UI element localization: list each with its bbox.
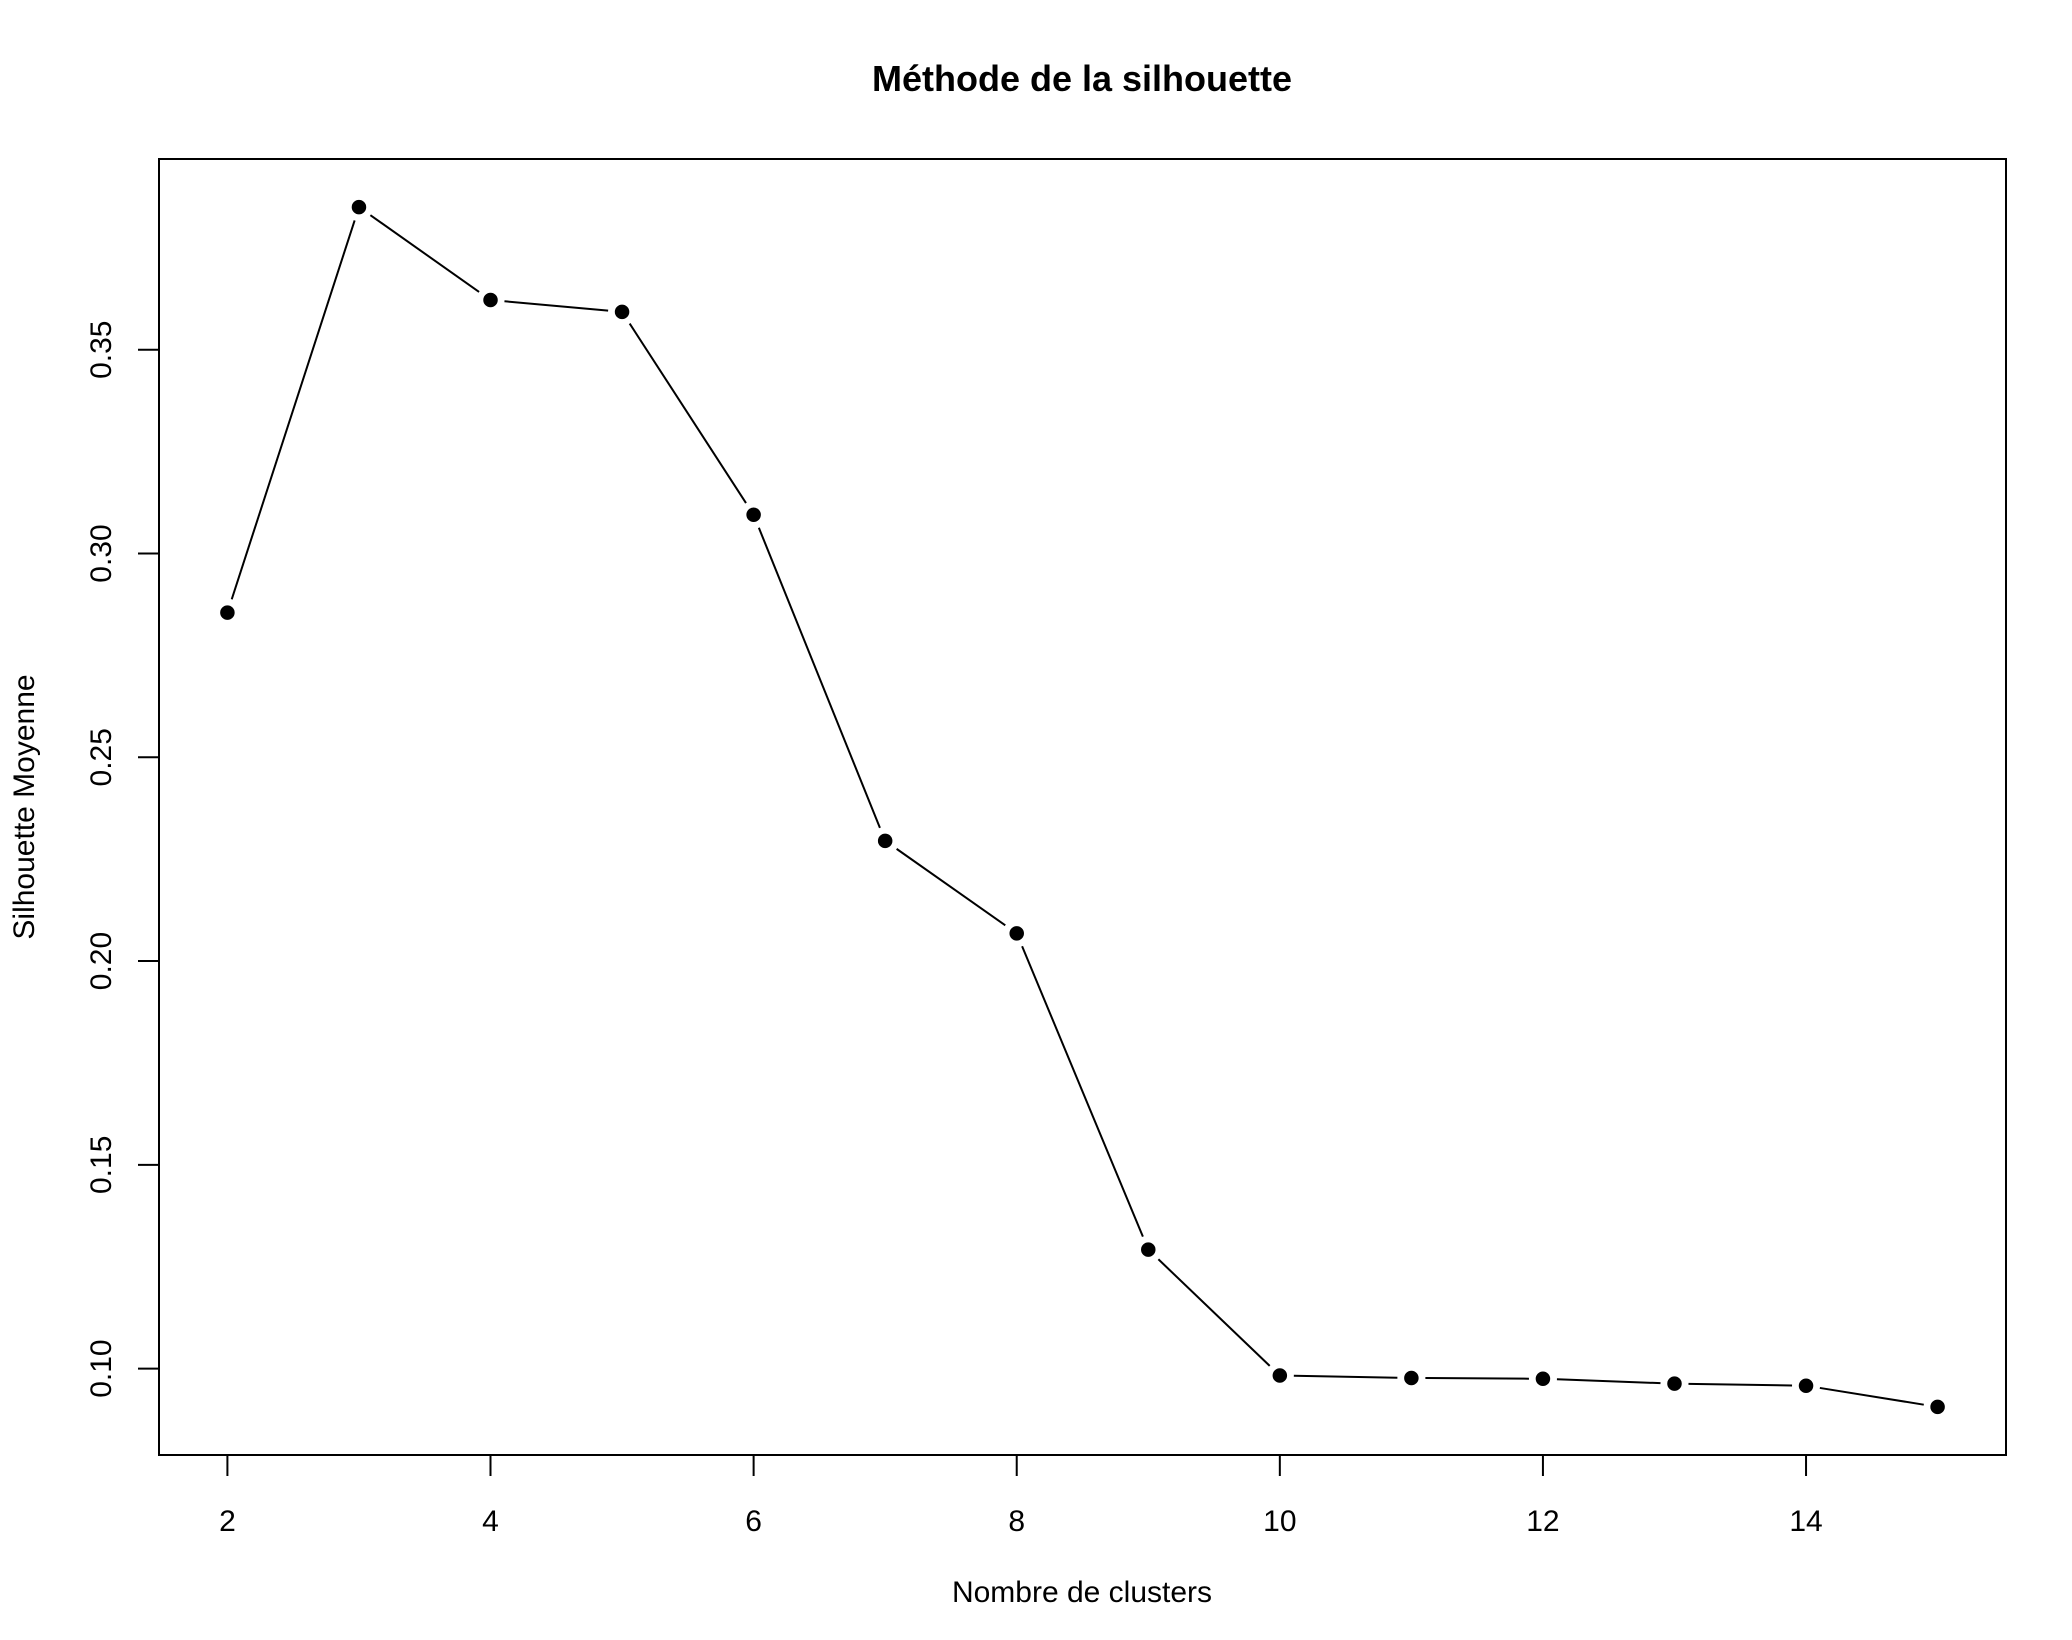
data-point xyxy=(349,197,369,217)
chart-title: Méthode de la silhouette xyxy=(872,58,1292,99)
y-axis-title: Silhouette Moyenne xyxy=(8,674,41,939)
data-point xyxy=(217,602,238,623)
x-tick-label: 14 xyxy=(1789,1505,1822,1538)
data-point xyxy=(1006,923,1027,944)
series-line-segment xyxy=(369,214,480,293)
y-axis: 0.10 0.15 0.20 0.25 0.30 0.35 xyxy=(85,321,160,1398)
series-line-segment xyxy=(1556,1378,1661,1385)
x-axis: 2 4 6 8 10 12 14 xyxy=(219,1454,1823,1538)
x-tick-label: 4 xyxy=(482,1505,499,1538)
series-line-segment xyxy=(1425,1377,1529,1380)
series-line-segment xyxy=(628,323,747,504)
x-tick-label: 10 xyxy=(1263,1505,1296,1538)
data-point xyxy=(480,290,501,310)
series-line-segment xyxy=(1293,1374,1398,1379)
x-tick-label: 12 xyxy=(1526,1505,1559,1538)
data-point xyxy=(1401,1368,1422,1388)
y-tick-label: 0.25 xyxy=(85,728,118,786)
series-line-segment xyxy=(896,848,1006,927)
data-point xyxy=(1796,1375,1816,1396)
y-tick-label: 0.30 xyxy=(85,524,118,582)
data-point xyxy=(1927,1397,1948,1417)
y-tick-label: 0.10 xyxy=(85,1339,118,1397)
series-line-segment xyxy=(230,220,356,600)
x-axis-title: Nombre de clusters xyxy=(952,1576,1212,1609)
series-layer xyxy=(217,197,1948,1417)
series-line-segment xyxy=(1021,945,1144,1238)
series-line-segment xyxy=(1157,1258,1271,1367)
data-point xyxy=(612,302,632,322)
data-point xyxy=(1533,1369,1553,1389)
data-point xyxy=(1270,1365,1290,1386)
series-line-segment xyxy=(1688,1382,1793,1387)
y-tick-label: 0.15 xyxy=(85,1136,118,1194)
data-point xyxy=(875,831,895,851)
x-tick-label: 8 xyxy=(1008,1505,1025,1538)
series-line-segment xyxy=(1819,1386,1924,1406)
series-line-segment xyxy=(504,300,609,312)
data-point xyxy=(743,505,764,525)
series-line-segment xyxy=(757,527,881,829)
x-tick-label: 2 xyxy=(219,1505,236,1538)
data-point xyxy=(1138,1239,1159,1260)
x-tick-label: 6 xyxy=(745,1505,762,1538)
data-point xyxy=(1664,1373,1685,1394)
y-tick-label: 0.20 xyxy=(85,932,118,990)
y-tick-label: 0.35 xyxy=(85,321,118,379)
